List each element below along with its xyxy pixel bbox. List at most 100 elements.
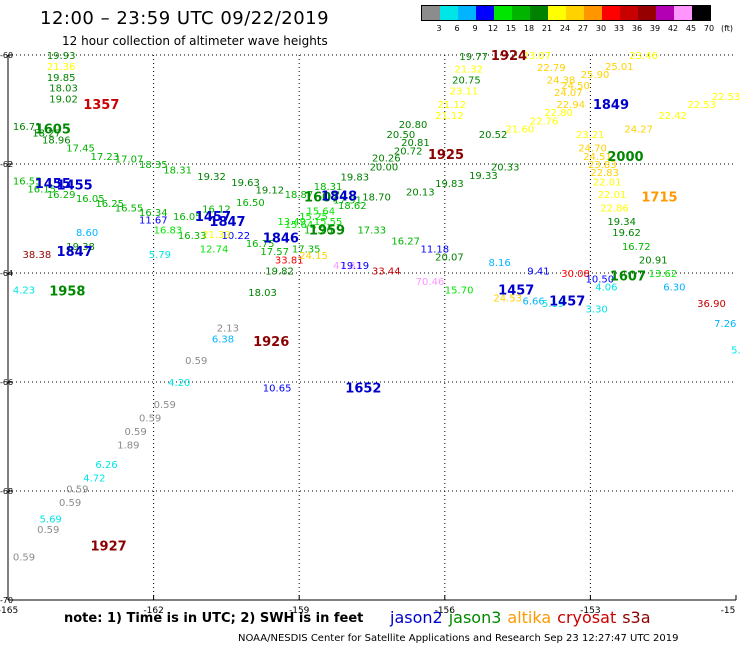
pass-time-label: 1924: [491, 49, 527, 64]
swh-value: 23.21: [576, 130, 605, 141]
swh-value: 19.77: [459, 52, 488, 63]
swh-value: 16.33: [178, 231, 207, 242]
swh-value: 20.75: [452, 76, 481, 87]
scale-cell: [674, 6, 692, 20]
pass-time-label: 1457: [498, 283, 534, 298]
x-tick-label: -159: [289, 606, 310, 616]
x-tick-label: -15: [721, 606, 736, 616]
swh-value: 22.53: [687, 100, 716, 111]
scale-label: 33: [613, 24, 625, 33]
footer-credit: NOAA/NESDIS Center for Satellite Applica…: [238, 633, 679, 644]
swh-value: 21.32: [455, 65, 484, 76]
swh-value: 2.13: [217, 324, 239, 335]
color-scale-labels: 3 6 9 12 15 18 21 24 27 30 33 36 39 42 45 70 (ft): [421, 24, 733, 36]
y-tick-label: -66: [0, 378, 13, 387]
swh-value: 17.26: [304, 225, 333, 236]
swh-value: 22.80: [544, 108, 573, 119]
swh-value: 0.59: [66, 484, 88, 495]
swh-value: 18.31: [163, 165, 192, 176]
scale-label: 18: [523, 24, 535, 33]
pass-time-label: 1605: [35, 123, 71, 138]
satellite-legend: jason2 jason3 altika cryosat s3a: [390, 608, 657, 627]
swh-value: 16.72: [622, 242, 651, 253]
satellite-cryosat: cryosat: [557, 608, 617, 627]
scale-cell: [548, 6, 566, 20]
swh-value: 33.81: [275, 255, 304, 266]
swh-value: 16.55: [115, 204, 144, 215]
satellite-altika: altika: [507, 608, 552, 627]
scale-label: 3: [436, 24, 442, 33]
swh-value: 4.06: [595, 283, 617, 294]
pass-time-label: 1607: [304, 191, 340, 206]
swh-value: 7.26: [714, 319, 736, 330]
color-scale-cells: [421, 5, 711, 21]
swh-value: 20.72: [394, 146, 423, 157]
swh-value: 22.86: [600, 204, 629, 215]
scale-label: 21: [541, 24, 553, 33]
swh-value: 4.20: [168, 378, 190, 389]
pass-time-label: 1926: [253, 335, 289, 350]
swh-value: 19.33: [469, 171, 498, 182]
scale-cell: [692, 6, 710, 20]
y-tick-label: -68: [0, 487, 13, 496]
swh-value: 17.35: [292, 244, 321, 255]
x-tick-label: -162: [143, 606, 163, 616]
swh-value: 38.38: [23, 250, 52, 261]
satellite-jason3: jason3: [448, 608, 502, 627]
swh-value: 19.19: [340, 261, 369, 272]
swh-value: 19.32: [197, 172, 226, 183]
swh-value: 15.70: [445, 285, 474, 296]
swh-value: 16.75: [246, 239, 275, 250]
swh-value: 18.62: [338, 201, 367, 212]
swh-value: 20.52: [479, 130, 508, 141]
swh-value: 19.93: [47, 51, 76, 62]
swh-value: 24.15: [299, 251, 328, 262]
y-tick-label: -70: [0, 596, 13, 605]
swh-value: 1.89: [117, 441, 139, 452]
pass-time-label: 1847: [209, 215, 245, 230]
swh-value: 0.59: [59, 498, 81, 509]
swh-value: 23.07: [522, 51, 551, 62]
swh-value: 21.36: [47, 62, 76, 73]
swh-value: 9.41: [527, 266, 549, 277]
swh-value: 24.70: [578, 144, 607, 155]
swh-value: 30.08: [561, 269, 590, 280]
swh-value: 16.05: [173, 212, 202, 223]
swh-value: 20.81: [401, 138, 430, 149]
swh-value: 24.07: [554, 88, 583, 99]
swh-value: 6.66: [522, 296, 544, 307]
scale-label: 36: [631, 24, 643, 33]
scale-cell: [440, 6, 458, 20]
scale-label: 27: [577, 24, 589, 33]
pass-time-label: 1927: [91, 540, 127, 555]
swh-value: 21.33: [202, 230, 231, 241]
swh-value: 21.12: [438, 100, 467, 111]
swh-value: 12.74: [200, 244, 229, 255]
swh-value: 0.59: [139, 413, 161, 424]
pass-time-label: 1959: [309, 223, 345, 238]
scale-label: (ft): [720, 24, 734, 33]
swh-value: 10.22: [222, 231, 251, 242]
swh-value: 18.87: [285, 190, 314, 201]
scale-cell: [620, 6, 638, 20]
swh-value: 17.33: [357, 225, 386, 236]
swh-value: 22.79: [537, 63, 566, 74]
x-tick-label: -165: [0, 606, 18, 616]
swh-value: 18.03: [248, 288, 277, 299]
swh-value: 21.60: [505, 125, 534, 136]
pass-time-label: 1849: [593, 98, 629, 113]
scale-cell: [512, 6, 530, 20]
scale-cell: [602, 6, 620, 20]
swh-value: 8.16: [488, 258, 510, 269]
swh-value: 22.01: [598, 190, 627, 201]
y-tick-label: -62: [0, 160, 13, 169]
pass-time-label: 2000: [607, 150, 643, 165]
swh-value: 3.30: [586, 304, 608, 315]
swh-value: 19.02: [49, 95, 78, 106]
page-title: 12:00 – 23:59 UTC 09/22/2019: [40, 8, 330, 29]
swh-value: 36.90: [697, 299, 726, 310]
swh-value: 18.35: [139, 160, 168, 171]
pass-time-label: 1848: [321, 190, 357, 205]
swh-value: 8.60: [76, 228, 98, 239]
swh-value: 33.44: [372, 266, 401, 277]
